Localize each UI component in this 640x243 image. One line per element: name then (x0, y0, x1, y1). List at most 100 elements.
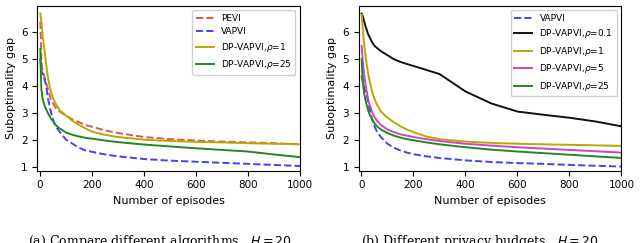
DP-VAPVI,$\rho$=25 (358, 70, 366, 73)
DP-VAPVI,$\rho$=25 (363, 103, 371, 106)
DP-VAPVI,$\rho$=0.1 (359, 15, 367, 18)
VAPVI (244, 162, 252, 165)
DP-VAPVI,$\rho$=1 (368, 89, 376, 92)
DP-VAPVI,$\rho$=5 (364, 97, 372, 100)
VAPVI (360, 83, 367, 86)
VAPVI (390, 146, 398, 149)
DP-VAPVI,$\rho$=25 (365, 112, 373, 115)
VAPVI (114, 155, 122, 158)
DP-VAPVI,$\rho$=25 (270, 153, 278, 156)
DP-VAPVI,$\rho$=25 (397, 136, 404, 139)
Line: DP-VAPVI,$\rho$=0.1: DP-VAPVI,$\rho$=0.1 (362, 14, 621, 126)
Text: (b) Different privacy budgets,  $H = 20$: (b) Different privacy budgets, $H = 20$ (361, 233, 599, 243)
DP-VAPVI,$\rho$=25 (488, 148, 495, 151)
DP-VAPVI,$\rho$=5 (358, 52, 366, 55)
DP-VAPVI,$\rho$=0.1 (377, 50, 385, 53)
VAPVI (56, 130, 63, 133)
DP-VAPVI,$\rho$=1 (62, 114, 70, 117)
DP-VAPVI,$\rho$=25 (618, 156, 625, 159)
Y-axis label: Suboptimality gap: Suboptimality gap (6, 37, 15, 139)
DP-VAPVI,$\rho$=1 (566, 143, 573, 146)
VAPVI (359, 81, 367, 84)
PEVI (62, 114, 70, 117)
DP-VAPVI,$\rho$=0.1 (364, 32, 372, 35)
DP-VAPVI,$\rho$=25 (44, 112, 52, 114)
DP-VAPVI,$\rho$=1 (68, 120, 76, 122)
DP-VAPVI,$\rho$=1 (365, 78, 373, 81)
DP-VAPVI,$\rho$=1 (218, 141, 226, 144)
VAPVI (566, 164, 573, 166)
DP-VAPVI,$\rho$=0.1 (397, 61, 404, 63)
DP-VAPVI,$\rho$=0.1 (360, 20, 368, 23)
DP-VAPVI,$\rho$=25 (540, 152, 547, 155)
PEVI (101, 129, 109, 132)
DP-VAPVI,$\rho$=25 (68, 133, 76, 136)
DP-VAPVI,$\rho$=25 (403, 138, 411, 141)
DP-VAPVI,$\rho$=5 (362, 82, 369, 85)
DP-VAPVI,$\rho$=1 (192, 140, 200, 143)
VAPVI (373, 130, 381, 133)
VAPVI (39, 72, 47, 75)
DP-VAPVI,$\rho$=5 (377, 123, 385, 126)
DP-VAPVI,$\rho$=1 (513, 142, 521, 145)
VAPVI (42, 81, 49, 84)
DP-VAPVI,$\rho$=1 (166, 139, 174, 142)
Text: (a) Compare different algorithms,  $H = 20$: (a) Compare different algorithms, $H = 2… (28, 233, 292, 243)
DP-VAPVI,$\rho$=25 (47, 116, 54, 119)
DP-VAPVI,$\rho$=1 (101, 133, 109, 136)
Line: DP-VAPVI,$\rho$=1: DP-VAPVI,$\rho$=1 (40, 14, 300, 144)
Y-axis label: Suboptimality gap: Suboptimality gap (327, 37, 337, 139)
DP-VAPVI,$\rho$=0.1 (358, 14, 366, 17)
PEVI (68, 118, 76, 121)
DP-VAPVI,$\rho$=5 (363, 89, 371, 92)
DP-VAPVI,$\rho$=1 (436, 138, 444, 141)
DP-VAPVI,$\rho$=1 (39, 35, 47, 38)
DP-VAPVI,$\rho$=5 (540, 147, 547, 150)
VAPVI (422, 155, 430, 158)
VAPVI (363, 94, 371, 97)
DP-VAPVI,$\rho$=1 (540, 143, 547, 146)
DP-VAPVI,$\rho$=1 (296, 143, 304, 146)
DP-VAPVI,$\rho$=5 (368, 110, 376, 113)
DP-VAPVI,$\rho$=25 (359, 78, 367, 81)
VAPVI (62, 138, 70, 141)
VAPVI (461, 159, 469, 162)
DP-VAPVI,$\rho$=5 (436, 139, 444, 142)
DP-VAPVI,$\rho$=5 (422, 138, 430, 141)
DP-VAPVI,$\rho$=25 (377, 128, 385, 131)
DP-VAPVI,$\rho$=25 (371, 122, 378, 125)
VAPVI (166, 159, 174, 162)
VAPVI (377, 136, 385, 139)
X-axis label: Number of episodes: Number of episodes (434, 196, 546, 206)
Legend: PEVI, VAPVI, DP-VAPVI,$\rho$=1, DP-VAPVI,$\rho$=25: PEVI, VAPVI, DP-VAPVI,$\rho$=1, DP-VAPVI… (192, 10, 296, 75)
DP-VAPVI,$\rho$=25 (36, 48, 44, 51)
DP-VAPVI,$\rho$=5 (618, 151, 625, 154)
VAPVI (68, 142, 76, 145)
DP-VAPVI,$\rho$=25 (358, 58, 365, 61)
DP-VAPVI,$\rho$=1 (360, 42, 368, 44)
DP-VAPVI,$\rho$=1 (244, 142, 252, 145)
PEVI (40, 74, 48, 77)
DP-VAPVI,$\rho$=25 (218, 148, 226, 151)
DP-VAPVI,$\rho$=0.1 (436, 72, 444, 75)
VAPVI (368, 117, 376, 120)
DP-VAPVI,$\rho$=25 (373, 125, 381, 128)
DP-VAPVI,$\rho$=25 (192, 147, 200, 150)
DP-VAPVI,$\rho$=1 (390, 121, 398, 124)
DP-VAPVI,$\rho$=5 (488, 144, 495, 147)
VAPVI (38, 69, 45, 71)
DP-VAPVI,$\rho$=0.1 (566, 116, 573, 119)
DP-VAPVI,$\rho$=5 (390, 131, 398, 134)
PEVI (76, 121, 83, 124)
PEVI (49, 102, 57, 105)
DP-VAPVI,$\rho$=5 (591, 150, 599, 153)
VAPVI (403, 151, 411, 154)
DP-VAPVI,$\rho$=1 (591, 144, 599, 147)
DP-VAPVI,$\rho$=25 (42, 106, 49, 109)
DP-VAPVI,$\rho$=0.1 (513, 110, 521, 113)
DP-VAPVI,$\rho$=1 (422, 135, 430, 138)
VAPVI (140, 157, 148, 160)
DP-VAPVI,$\rho$=1 (47, 89, 54, 92)
DP-VAPVI,$\rho$=5 (403, 134, 411, 137)
VAPVI (436, 156, 444, 159)
